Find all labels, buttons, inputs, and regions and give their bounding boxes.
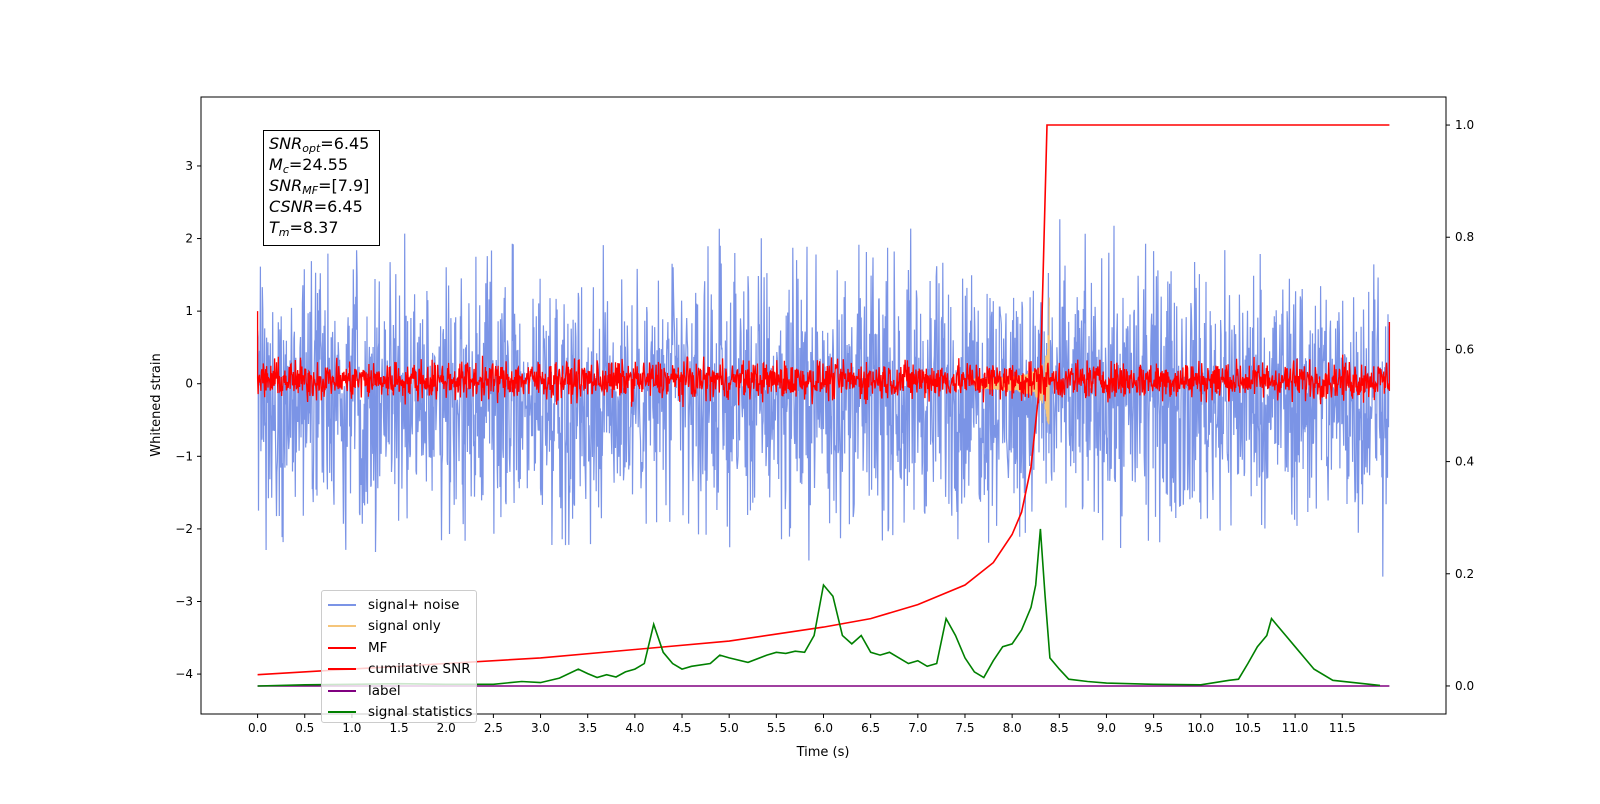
y-ticks-left: 3 2 1 0 −1 −2 −3 −4: [175, 159, 201, 681]
series-mf: [256, 311, 1391, 408]
legend-label: signal+ noise: [368, 596, 460, 613]
y-right-tick-label: 0.6: [1455, 342, 1474, 356]
legend-label: signal only: [368, 618, 441, 635]
legend-item: MF: [328, 637, 476, 659]
x-axis-label: Time (s): [796, 745, 850, 760]
y-left-tick-label: −3: [175, 594, 193, 608]
legend-swatch: [328, 625, 356, 628]
y-left-tick-label: −2: [175, 522, 193, 536]
x-tick-label: 6.0: [814, 721, 833, 735]
legend: signal+ noise signal only MF cumilative SNR…: [321, 590, 477, 723]
legend-swatch: [328, 689, 356, 692]
legend-item: cumilative SNR: [328, 659, 476, 681]
info-box-row: SNRMF=[7.9]: [269, 176, 370, 197]
x-tick-label: 2.0: [437, 721, 456, 735]
x-tick-label: 4.0: [625, 721, 644, 735]
y-ticks-right: 1.0 0.8 0.6 0.4 0.2 0.0: [1446, 118, 1474, 693]
x-ticks: 0.0 0.5 1.0 1.5 2.0 2.5 3.0 3.5 4.0 4.5 5.0 5.5 6.0 6…: [248, 714, 1356, 735]
x-tick-label: 6.5: [861, 721, 880, 735]
x-tick-label: 1.5: [390, 721, 409, 735]
x-tick-label: 7.5: [955, 721, 974, 735]
legend-item: signal only: [328, 616, 476, 638]
legend-label: signal statistics: [368, 704, 473, 721]
x-tick-label: 3.0: [531, 721, 550, 735]
info-box-row: Mc=24.55: [269, 155, 349, 176]
series-signal-statistics: [257, 528, 1381, 687]
x-tick-label: 11.0: [1282, 721, 1309, 735]
x-tick-label: 0.5: [295, 721, 314, 735]
info-box-row: Tm=8.37: [269, 218, 339, 239]
legend-label: label: [368, 682, 401, 699]
x-tick-label: 10.5: [1235, 721, 1262, 735]
y-left-tick-label: −4: [175, 667, 193, 681]
x-tick-label: 9.5: [1144, 721, 1163, 735]
x-tick-label: 10.0: [1187, 721, 1214, 735]
y-left-tick-label: 0: [185, 377, 193, 391]
x-tick-label: 8.5: [1050, 721, 1069, 735]
x-tick-label: 5.5: [767, 721, 786, 735]
series-cumulative-snr: [257, 124, 1390, 676]
x-tick-label: 8.0: [1003, 721, 1022, 735]
y-right-tick-label: 0.8: [1455, 230, 1474, 244]
y-left-tick-label: 1: [185, 304, 193, 318]
y-left-tick-label: 2: [185, 232, 193, 246]
y-axis-label: Whitened strain: [149, 353, 164, 456]
legend-item: label: [328, 680, 476, 702]
y-left-tick-label: 3: [185, 159, 193, 173]
y-right-tick-label: 0.0: [1455, 679, 1474, 693]
info-box-row: CSNR=6.45: [269, 197, 363, 216]
legend-swatch: [328, 646, 356, 649]
x-tick-label: 2.5: [484, 721, 503, 735]
x-tick-label: 5.0: [720, 721, 739, 735]
legend-label: cumilative SNR: [368, 661, 471, 678]
y-right-tick-label: 0.4: [1455, 455, 1474, 469]
series-signal-noise: [257, 219, 1390, 577]
legend-swatch: [328, 668, 356, 671]
legend-item: signal statistics: [328, 702, 476, 724]
y-left-tick-label: −1: [175, 449, 193, 463]
legend-swatch: [328, 603, 356, 606]
x-tick-label: 9.0: [1097, 721, 1116, 735]
x-tick-label: 0.0: [248, 721, 267, 735]
y-right-tick-label: 0.2: [1455, 567, 1474, 581]
legend-item: signal+ noise: [328, 594, 476, 616]
x-tick-label: 7.0: [908, 721, 927, 735]
info-box-row: SNRopt=6.45: [269, 134, 370, 155]
legend-swatch: [328, 711, 356, 714]
info-box: SNRopt=6.45 Mc=24.55 SNRMF=[7.9] CSNR=6.45 T…: [263, 130, 380, 246]
y-right-tick-label: 1.0: [1455, 118, 1474, 132]
x-tick-label: 4.5: [672, 721, 691, 735]
x-tick-label: 1.0: [342, 721, 361, 735]
x-tick-label: 11.5: [1329, 721, 1356, 735]
legend-label: MF: [368, 639, 388, 656]
x-tick-label: 3.5: [578, 721, 597, 735]
